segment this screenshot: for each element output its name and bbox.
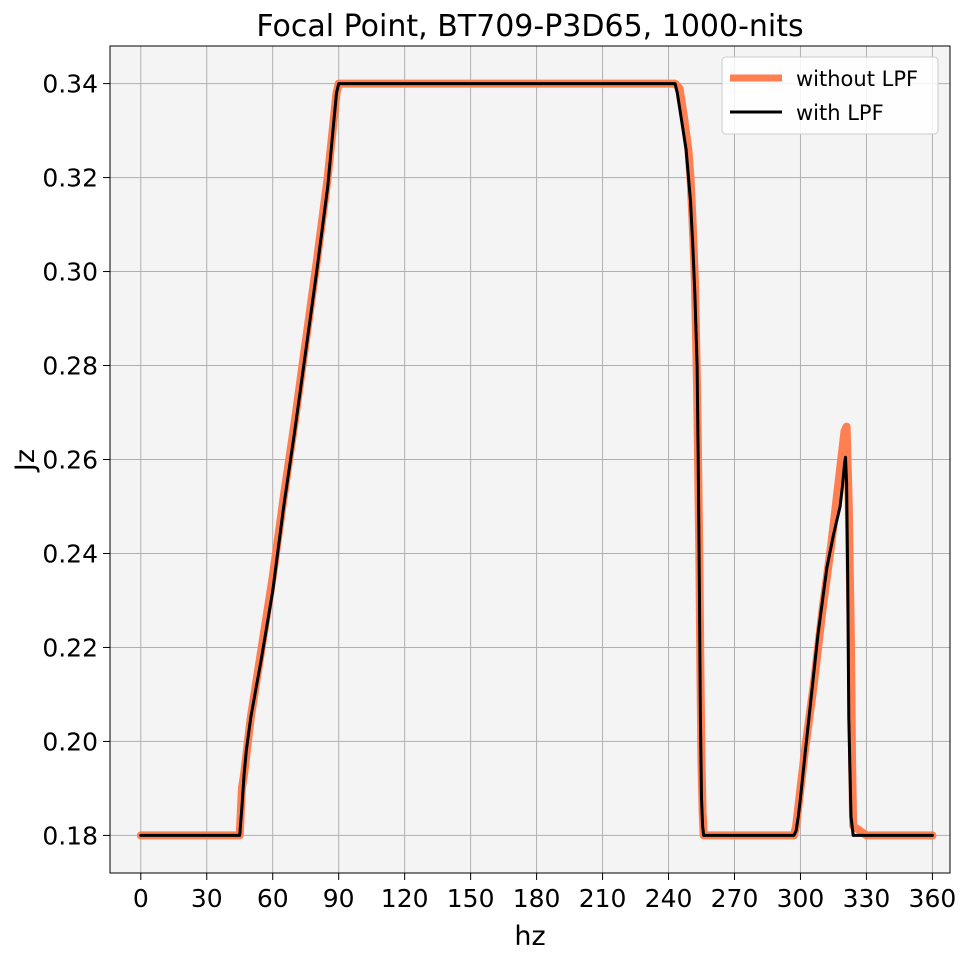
x-tick-label: 150 (447, 884, 495, 913)
x-tick-label: 330 (843, 884, 891, 913)
legend: without LPF with LPF (721, 56, 939, 135)
y-tick-label: 0.24 (42, 539, 98, 568)
x-tick-label: 120 (381, 884, 429, 913)
series-line-with-lpf (139, 82, 934, 837)
y-axis-label: Jz (10, 449, 41, 473)
x-axis-label: hz (514, 921, 545, 952)
legend-label-with-lpf: with LPF (796, 101, 884, 125)
y-tick-label: 0.26 (42, 446, 98, 475)
legend-label-without-lpf: without LPF (796, 67, 918, 91)
x-tick-label: 300 (777, 884, 825, 913)
y-tick-label: 0.20 (42, 727, 98, 756)
y-tick-label: 0.32 (42, 164, 98, 193)
x-tick-label: 360 (909, 884, 957, 913)
y-tick-label: 0.22 (42, 633, 98, 662)
y-tick-label: 0.34 (42, 70, 98, 99)
chart-title: Focal Point, BT709-P3D65, 1000-nits (256, 9, 803, 44)
y-tick-label: 0.30 (42, 258, 98, 287)
x-tick-label: 90 (323, 884, 355, 913)
y-tick-label: 0.18 (42, 821, 98, 850)
series-lines (136, 79, 937, 840)
x-tick-label: 180 (513, 884, 561, 913)
x-tick-label: 210 (579, 884, 627, 913)
x-tick-label: 60 (257, 884, 289, 913)
x-tick-label: 240 (645, 884, 693, 913)
y-tick-label: 0.28 (42, 352, 98, 381)
x-tick-label: 0 (133, 884, 149, 913)
axis-ticks: 0 30 60 90 120 150 180 210 240 270 300 330 360 0.18 0.… (42, 70, 956, 913)
x-tick-label: 30 (191, 884, 223, 913)
x-tick-label: 270 (711, 884, 759, 913)
